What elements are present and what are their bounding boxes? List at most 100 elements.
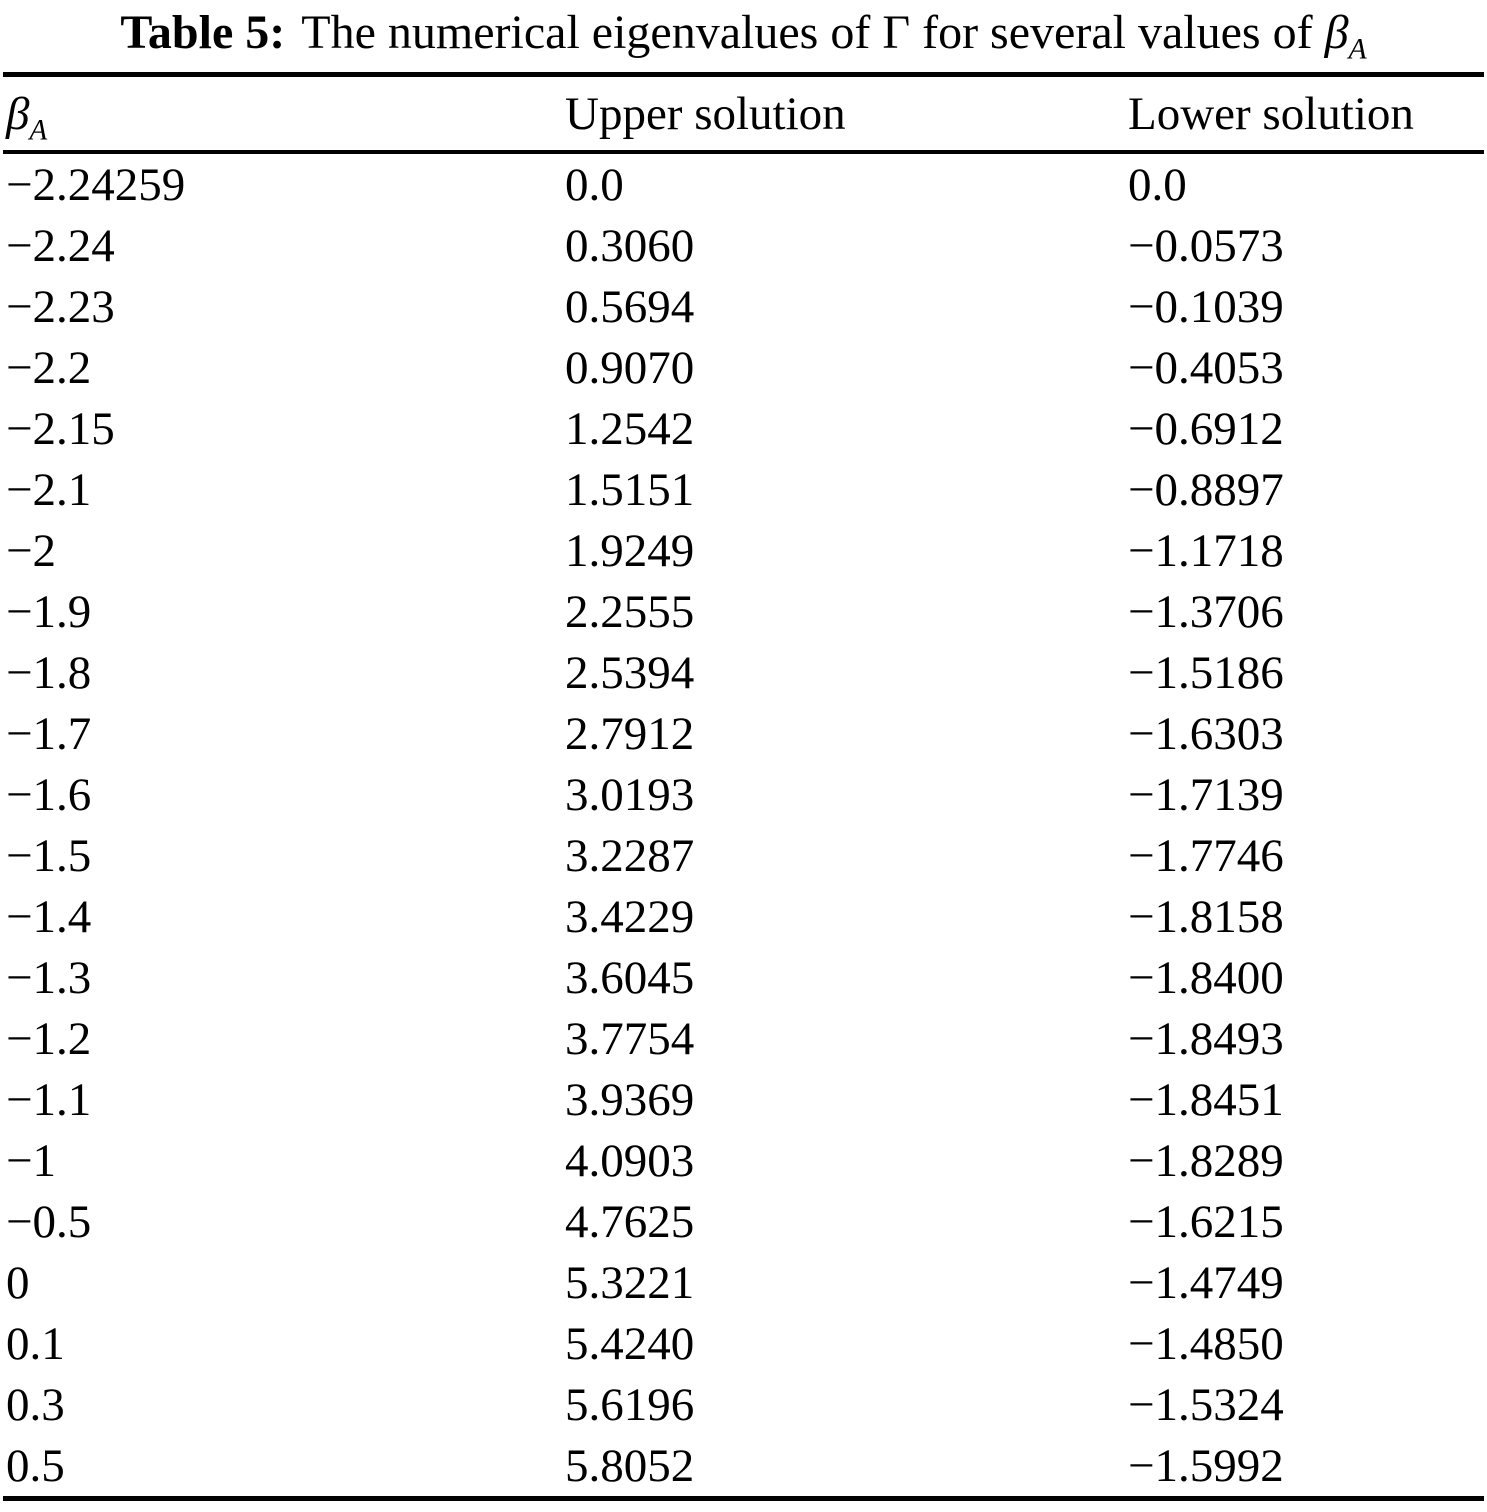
table-row: −1.9 2.2555 −1.3706 bbox=[0, 581, 1487, 642]
table-top-rule bbox=[3, 72, 1484, 77]
cell-lower: −1.8400 bbox=[1128, 951, 1284, 1004]
table-row: −2.1 1.5151 −0.8897 bbox=[0, 459, 1487, 520]
header-col-upper: Upper solution bbox=[565, 87, 846, 140]
cell-beta: −2.24 bbox=[6, 219, 115, 272]
cell-lower: −1.5992 bbox=[1128, 1439, 1284, 1492]
table-row: −2 1.9249 −1.1718 bbox=[0, 520, 1487, 581]
cell-upper: 0.3060 bbox=[565, 219, 695, 272]
cell-lower: −0.4053 bbox=[1128, 341, 1284, 394]
cell-lower: −0.6912 bbox=[1128, 402, 1284, 455]
table-row: −2.15 1.2542 −0.6912 bbox=[0, 398, 1487, 459]
cell-lower: −0.0573 bbox=[1128, 219, 1284, 272]
cell-beta: −2 bbox=[6, 524, 57, 577]
table-row: −1 4.0903 −1.8289 bbox=[0, 1130, 1487, 1191]
cell-beta: 0.1 bbox=[6, 1317, 65, 1370]
cell-upper: 1.5151 bbox=[565, 463, 695, 516]
cell-beta: −1.8 bbox=[6, 646, 92, 699]
table-caption: Table 5: The numerical eigenvalues of Γ f… bbox=[0, 0, 1487, 64]
table-row: 0.5 5.8052 −1.5992 bbox=[0, 1435, 1487, 1496]
cell-upper: 2.7912 bbox=[565, 707, 695, 760]
cell-upper: 3.6045 bbox=[565, 951, 695, 1004]
cell-beta: −1.3 bbox=[6, 951, 92, 1004]
cell-lower: 0.0 bbox=[1128, 158, 1187, 211]
table-row: −1.6 3.0193 −1.7139 bbox=[0, 764, 1487, 825]
cell-lower: −1.8493 bbox=[1128, 1012, 1284, 1065]
caption-text: The numerical eigenvalues of Γ for sever… bbox=[301, 6, 1313, 59]
cell-upper: 0.0 bbox=[565, 158, 624, 211]
cell-lower: −1.6215 bbox=[1128, 1195, 1284, 1248]
table-row: −1.8 2.5394 −1.5186 bbox=[0, 642, 1487, 703]
cell-upper: 4.7625 bbox=[565, 1195, 695, 1248]
cell-beta: −2.24259 bbox=[6, 158, 186, 211]
header-col-beta: βA bbox=[6, 87, 48, 146]
cell-upper: 2.2555 bbox=[565, 585, 695, 638]
table-number: Table 5: bbox=[120, 6, 286, 59]
table-body: −2.24259 0.0 0.0 −2.24 0.3060 −0.0573 −2.23 0.5… bbox=[0, 154, 1487, 1496]
table-row: −1.1 3.9369 −1.8451 bbox=[0, 1069, 1487, 1130]
table-row: −2.23 0.5694 −0.1039 bbox=[0, 276, 1487, 337]
cell-beta: −0.5 bbox=[6, 1195, 92, 1248]
cell-upper: 1.9249 bbox=[565, 524, 695, 577]
cell-beta: −1.1 bbox=[6, 1073, 92, 1126]
cell-upper: 3.2287 bbox=[565, 829, 695, 882]
table-row: −1.5 3.2287 −1.7746 bbox=[0, 825, 1487, 886]
cell-lower: −0.1039 bbox=[1128, 280, 1284, 333]
cell-beta: 0 bbox=[6, 1256, 30, 1309]
cell-beta: −2.2 bbox=[6, 341, 92, 394]
table-row: −1.7 2.7912 −1.6303 bbox=[0, 703, 1487, 764]
table-row: −2.24259 0.0 0.0 bbox=[0, 154, 1487, 215]
table-row: 0.3 5.6196 −1.5324 bbox=[0, 1374, 1487, 1435]
cell-upper: 3.9369 bbox=[565, 1073, 695, 1126]
cell-beta: 0.5 bbox=[6, 1439, 65, 1492]
cell-beta: −1.2 bbox=[6, 1012, 92, 1065]
beta-symbol: β bbox=[1324, 6, 1349, 59]
cell-upper: 4.0903 bbox=[565, 1134, 695, 1187]
cell-lower: −1.5186 bbox=[1128, 646, 1284, 699]
cell-upper: 3.7754 bbox=[565, 1012, 695, 1065]
cell-upper: 0.5694 bbox=[565, 280, 695, 333]
table-row: −1.4 3.4229 −1.8158 bbox=[0, 886, 1487, 947]
cell-lower: −1.8289 bbox=[1128, 1134, 1284, 1187]
table-bottom-rule bbox=[3, 1496, 1484, 1501]
table-row: 0 5.3221 −1.4749 bbox=[0, 1252, 1487, 1313]
table-row: 0.1 5.4240 −1.4850 bbox=[0, 1313, 1487, 1374]
cell-lower: −1.7746 bbox=[1128, 829, 1284, 882]
cell-lower: −1.5324 bbox=[1128, 1378, 1284, 1431]
cell-upper: 5.4240 bbox=[565, 1317, 695, 1370]
cell-beta: −1.5 bbox=[6, 829, 92, 882]
cell-lower: −1.1718 bbox=[1128, 524, 1284, 577]
cell-upper: 0.9070 bbox=[565, 341, 695, 394]
cell-upper: 3.4229 bbox=[565, 890, 695, 943]
cell-upper: 5.6196 bbox=[565, 1378, 695, 1431]
cell-lower: −1.7139 bbox=[1128, 768, 1284, 821]
table-header-rule bbox=[3, 150, 1484, 154]
cell-upper: 2.5394 bbox=[565, 646, 695, 699]
cell-beta: 0.3 bbox=[6, 1378, 65, 1431]
cell-upper: 5.8052 bbox=[565, 1439, 695, 1492]
cell-beta: −2.1 bbox=[6, 463, 92, 516]
cell-beta: −1.9 bbox=[6, 585, 92, 638]
cell-lower: −1.6303 bbox=[1128, 707, 1284, 760]
cell-lower: −1.4749 bbox=[1128, 1256, 1284, 1309]
cell-lower: −1.8451 bbox=[1128, 1073, 1284, 1126]
cell-upper: 1.2542 bbox=[565, 402, 695, 455]
table-row: −2.2 0.9070 −0.4053 bbox=[0, 337, 1487, 398]
cell-upper: 3.0193 bbox=[565, 768, 695, 821]
beta-subscript: A bbox=[1348, 32, 1367, 66]
cell-lower: −1.8158 bbox=[1128, 890, 1284, 943]
cell-beta: −2.23 bbox=[6, 280, 115, 333]
cell-lower: −0.8897 bbox=[1128, 463, 1284, 516]
cell-beta: −2.15 bbox=[6, 402, 115, 455]
table-row: −2.24 0.3060 −0.0573 bbox=[0, 215, 1487, 276]
table-row: −1.2 3.7754 −1.8493 bbox=[0, 1008, 1487, 1069]
cell-beta: −1 bbox=[6, 1134, 57, 1187]
cell-upper: 5.3221 bbox=[565, 1256, 695, 1309]
cell-lower: −1.4850 bbox=[1128, 1317, 1284, 1370]
header-col-lower: Lower solution bbox=[1128, 87, 1414, 140]
table-header-row: βA Upper solution Lower solution bbox=[0, 77, 1487, 150]
cell-beta: −1.7 bbox=[6, 707, 92, 760]
table-row: −1.3 3.6045 −1.8400 bbox=[0, 947, 1487, 1008]
cell-beta: −1.4 bbox=[6, 890, 92, 943]
cell-beta: −1.6 bbox=[6, 768, 92, 821]
